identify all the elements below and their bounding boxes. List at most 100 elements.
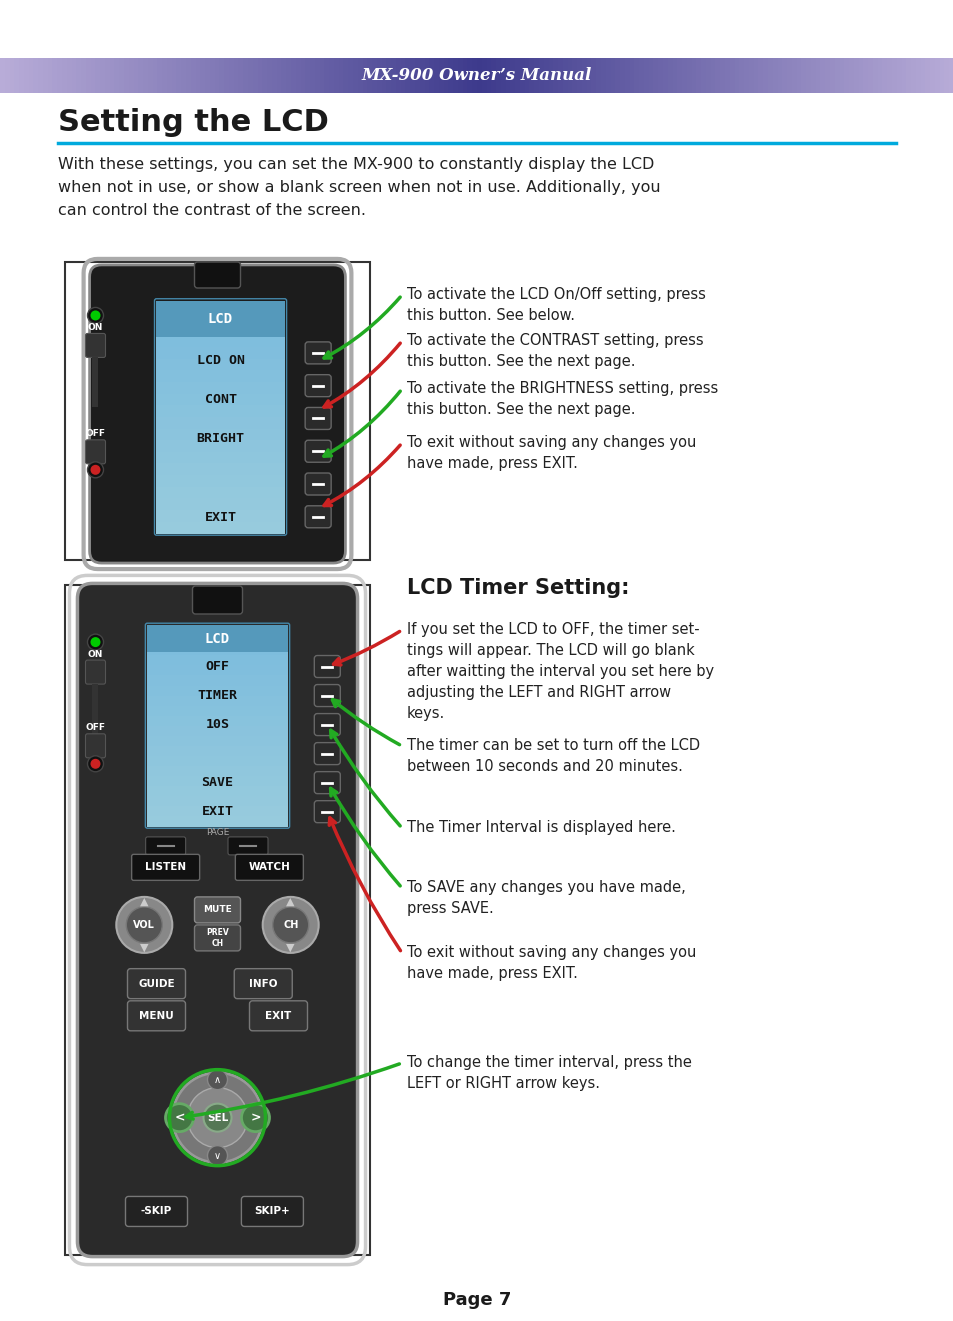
Bar xyxy=(824,58,830,92)
Bar xyxy=(0,58,6,92)
Bar xyxy=(600,58,606,92)
Text: To activate the CONTRAST setting, press
this button. See the next page.: To activate the CONTRAST setting, press … xyxy=(407,333,703,369)
Bar xyxy=(500,58,506,92)
FancyBboxPatch shape xyxy=(193,587,242,614)
Bar xyxy=(229,58,234,92)
Bar xyxy=(147,806,288,818)
Bar xyxy=(567,58,573,92)
Bar xyxy=(81,58,87,92)
Text: LISTEN: LISTEN xyxy=(145,863,186,872)
Bar xyxy=(105,58,111,92)
Bar xyxy=(214,58,220,92)
Text: LCD: LCD xyxy=(205,631,230,646)
Bar xyxy=(147,786,288,797)
FancyBboxPatch shape xyxy=(234,968,292,999)
Bar xyxy=(157,58,163,92)
Bar xyxy=(147,736,288,746)
Bar xyxy=(410,58,416,92)
Bar xyxy=(162,58,168,92)
Bar xyxy=(156,464,284,476)
Text: LCD Timer Setting:: LCD Timer Setting: xyxy=(407,579,629,598)
FancyBboxPatch shape xyxy=(314,684,340,707)
Bar xyxy=(543,58,549,92)
Bar xyxy=(877,58,882,92)
Bar xyxy=(491,58,497,92)
Bar xyxy=(233,58,239,92)
FancyBboxPatch shape xyxy=(86,733,106,758)
Bar xyxy=(829,58,835,92)
Bar xyxy=(882,58,887,92)
Bar xyxy=(376,58,382,92)
Bar xyxy=(195,58,201,92)
Bar xyxy=(805,58,811,92)
Bar xyxy=(801,58,806,92)
Bar xyxy=(156,417,284,429)
FancyBboxPatch shape xyxy=(86,440,106,464)
Bar xyxy=(762,58,768,92)
Text: GUIDE: GUIDE xyxy=(138,979,174,988)
Bar xyxy=(648,58,654,92)
Text: 10S: 10S xyxy=(205,719,230,731)
FancyBboxPatch shape xyxy=(305,342,331,363)
Bar xyxy=(481,58,487,92)
Bar xyxy=(262,58,268,92)
Bar xyxy=(147,756,288,768)
Bar xyxy=(114,58,120,92)
Text: EXIT: EXIT xyxy=(204,511,236,524)
Text: If you set the LCD to OFF, the timer set-
tings will appear. The LCD will go bla: If you set the LCD to OFF, the timer set… xyxy=(407,622,714,721)
Text: To activate the BRIGHTNESS setting, press
this button. See the next page.: To activate the BRIGHTNESS setting, pres… xyxy=(407,380,718,417)
Bar xyxy=(796,58,801,92)
FancyBboxPatch shape xyxy=(305,506,331,528)
Bar xyxy=(705,58,711,92)
Bar xyxy=(156,440,284,453)
Bar xyxy=(156,324,284,337)
Circle shape xyxy=(203,1103,232,1132)
Bar xyxy=(310,58,315,92)
Bar xyxy=(820,58,825,92)
Text: The Timer Interval is displayed here.: The Timer Interval is displayed here. xyxy=(407,820,675,835)
Bar xyxy=(443,58,449,92)
Bar xyxy=(147,655,288,666)
Text: With these settings, you can set the MX-900 to constantly display the LCD
when n: With these settings, you can set the MX-… xyxy=(58,157,659,218)
Text: ▼: ▼ xyxy=(286,943,294,952)
Bar xyxy=(591,58,597,92)
Bar xyxy=(424,58,430,92)
Bar xyxy=(510,58,516,92)
Bar xyxy=(534,58,539,92)
Text: TIMER: TIMER xyxy=(197,690,237,701)
Circle shape xyxy=(88,634,103,650)
Bar xyxy=(362,58,368,92)
Bar xyxy=(605,58,611,92)
Bar xyxy=(834,58,840,92)
Text: SKIP+: SKIP+ xyxy=(254,1206,290,1217)
Bar xyxy=(848,58,854,92)
Bar xyxy=(748,58,754,92)
Bar xyxy=(395,58,401,92)
FancyBboxPatch shape xyxy=(86,660,106,684)
Bar xyxy=(858,58,863,92)
Bar xyxy=(753,58,759,92)
Circle shape xyxy=(188,1087,247,1148)
FancyBboxPatch shape xyxy=(90,266,345,563)
Bar xyxy=(553,58,558,92)
Bar xyxy=(619,58,625,92)
Bar xyxy=(52,58,58,92)
Bar xyxy=(505,58,511,92)
Bar xyxy=(147,775,288,787)
Bar xyxy=(86,58,91,92)
Bar xyxy=(743,58,749,92)
Bar xyxy=(862,58,868,92)
Bar xyxy=(615,58,620,92)
Bar xyxy=(639,58,644,92)
Bar xyxy=(133,58,139,92)
Text: SAVE: SAVE xyxy=(201,777,233,789)
Bar xyxy=(300,58,306,92)
Text: MUTE: MUTE xyxy=(203,905,232,914)
Text: ∧: ∧ xyxy=(213,1075,221,1085)
Bar xyxy=(400,58,406,92)
FancyBboxPatch shape xyxy=(156,301,284,337)
Circle shape xyxy=(91,758,100,769)
Circle shape xyxy=(91,465,100,474)
Bar xyxy=(786,58,792,92)
Bar xyxy=(934,58,940,92)
